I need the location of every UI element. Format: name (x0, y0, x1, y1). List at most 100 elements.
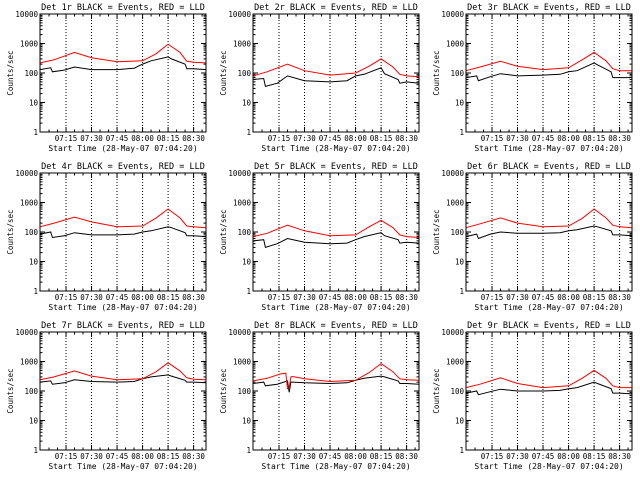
x-tick-label: 08:15 (157, 452, 180, 461)
x-tick-label: 08:15 (370, 293, 393, 302)
y-tick-label: 10000 (15, 169, 38, 178)
y-tick-label: 1 (459, 128, 464, 137)
panel-9: Det 9r BLACK = Events, RED = LLD 1 10 100 10… (432, 321, 633, 471)
y-tick-label: 1000 (20, 358, 39, 367)
x-axis-label: Start Time (28-May-07 07:04:20) (48, 462, 197, 471)
x-tick-label: 07:15 (55, 134, 78, 143)
series-line-events (465, 225, 633, 240)
y-tick-label: 10 (455, 99, 465, 108)
x-axis-label: Start Time (28-May-07 07:04:20) (48, 303, 197, 312)
y-tick-label: 100 (24, 69, 38, 78)
x-tick-label: 07:15 (481, 452, 504, 461)
x-tick-label: 08:15 (157, 134, 180, 143)
panel-title: Det 1r BLACK = Events, RED = LLD (41, 3, 205, 13)
x-tick-label: 08:00 (131, 452, 154, 461)
x-tick-label: 07:45 (106, 134, 129, 143)
y-tick-label: 100 (237, 69, 251, 78)
x-tick-label: 07:15 (481, 134, 504, 143)
plot-frame (39, 172, 207, 292)
x-tick-label: 08:00 (557, 452, 580, 461)
panel-3: Det 3r BLACK = Events, RED = LLD 1 10 100 10… (432, 3, 633, 153)
x-tick-label: 08:15 (583, 293, 606, 302)
x-tick-label: 08:00 (131, 293, 154, 302)
series-line-lld (465, 208, 633, 229)
y-axis-label: Counts/sec (432, 50, 441, 95)
panel-5: Det 5r BLACK = Events, RED = LLD 1 10 100 10… (219, 162, 420, 312)
y-axis-label: Counts/sec (432, 368, 441, 413)
plot-frame (39, 13, 207, 133)
panel-title: Det 9r BLACK = Events, RED = LLD (467, 321, 631, 331)
x-tick-label: 07:30 (80, 134, 103, 143)
y-tick-label: 1000 (446, 199, 465, 208)
panel-4: Det 4r BLACK = Events, RED = LLD 1 10 100 10… (6, 162, 207, 312)
x-tick-label: 08:00 (344, 134, 367, 143)
panel-2: Det 2r BLACK = Events, RED = LLD 1 10 100 10… (219, 3, 420, 153)
x-tick-label: 07:45 (319, 134, 342, 143)
x-axis-label: Start Time (28-May-07 07:04:20) (261, 144, 410, 153)
series-line-lld (465, 51, 632, 72)
y-tick-label: 10 (242, 99, 252, 108)
x-tick-label: 07:30 (506, 452, 529, 461)
series-line-lld (39, 208, 207, 229)
y-tick-label: 100 (24, 387, 38, 396)
y-axis-label: Counts/sec (219, 368, 228, 413)
x-tick-label: 08:15 (583, 134, 606, 143)
series-line-events (252, 375, 420, 393)
x-tick-label: 07:15 (268, 452, 291, 461)
x-tick-label: 07:15 (268, 293, 291, 302)
y-tick-label: 10000 (15, 10, 38, 19)
y-tick-label: 100 (450, 69, 464, 78)
x-tick-label: 07:45 (532, 134, 555, 143)
series-line-events (39, 56, 207, 73)
panels-grid: Det 1r BLACK = Events, RED = LLD11010010… (6, 3, 633, 471)
panel-title: Det 2r BLACK = Events, RED = LLD (254, 3, 418, 13)
plot-frame (465, 13, 633, 133)
y-tick-label: 10000 (15, 328, 38, 337)
y-axis-label: Counts/sec (6, 209, 15, 254)
series-line-lld (252, 58, 420, 78)
x-tick-label: 08:00 (344, 452, 367, 461)
y-tick-label: 1 (246, 287, 251, 296)
y-tick-label: 10 (29, 99, 39, 108)
panel-title: Det 6r BLACK = Events, RED = LLD (467, 162, 631, 172)
series-line-events (39, 374, 207, 385)
x-tick-label: 08:30 (182, 134, 205, 143)
x-tick-label: 08:30 (608, 293, 631, 302)
x-tick-label: 08:30 (608, 134, 631, 143)
y-tick-label: 10 (29, 417, 39, 426)
x-tick-label: 07:15 (268, 134, 291, 143)
x-axis-label: Start Time (28-May-07 07:04:20) (474, 144, 623, 153)
x-tick-label: 08:00 (557, 134, 580, 143)
plot-frame (252, 13, 420, 133)
panel-7: Det 7r BLACK = Events, RED = LLD 1 10 100 10… (6, 321, 207, 471)
y-tick-label: 10 (455, 258, 465, 267)
x-axis-label: Start Time (28-May-07 07:04:20) (48, 144, 197, 153)
x-tick-label: 08:30 (182, 452, 205, 461)
panel-title: Det 5r BLACK = Events, RED = LLD (254, 162, 418, 172)
panel-1: Det 1r BLACK = Events, RED = LLD 1 10 100 10… (6, 3, 207, 153)
x-tick-label: 07:45 (319, 293, 342, 302)
y-tick-label: 1000 (446, 358, 465, 367)
y-axis-label: Counts/sec (6, 50, 15, 95)
y-axis-label: Counts/sec (219, 50, 228, 95)
y-axis-label: Counts/sec (219, 209, 228, 254)
x-axis-label: Start Time (28-May-07 07:04:20) (261, 462, 410, 471)
series-line-events (252, 67, 420, 88)
series-line-lld (39, 362, 207, 381)
y-tick-label: 10000 (441, 169, 464, 178)
panel-8: Det 8r BLACK = Events, RED = LLD 1 10 100 10… (219, 321, 420, 471)
y-tick-label: 1000 (233, 40, 252, 49)
panel-title: Det 7r BLACK = Events, RED = LLD (41, 321, 205, 331)
x-tick-label: 07:45 (532, 452, 555, 461)
y-tick-label: 10000 (441, 328, 464, 337)
y-tick-label: 100 (237, 387, 251, 396)
x-tick-label: 08:15 (583, 452, 606, 461)
x-tick-label: 07:45 (106, 293, 129, 302)
x-tick-label: 07:30 (293, 452, 316, 461)
x-tick-label: 07:45 (532, 293, 555, 302)
y-tick-label: 1000 (446, 40, 465, 49)
x-tick-label: 07:30 (80, 452, 103, 461)
y-tick-label: 10000 (228, 328, 251, 337)
panel-title: Det 8r BLACK = Events, RED = LLD (254, 321, 418, 331)
x-tick-label: 07:15 (481, 293, 504, 302)
